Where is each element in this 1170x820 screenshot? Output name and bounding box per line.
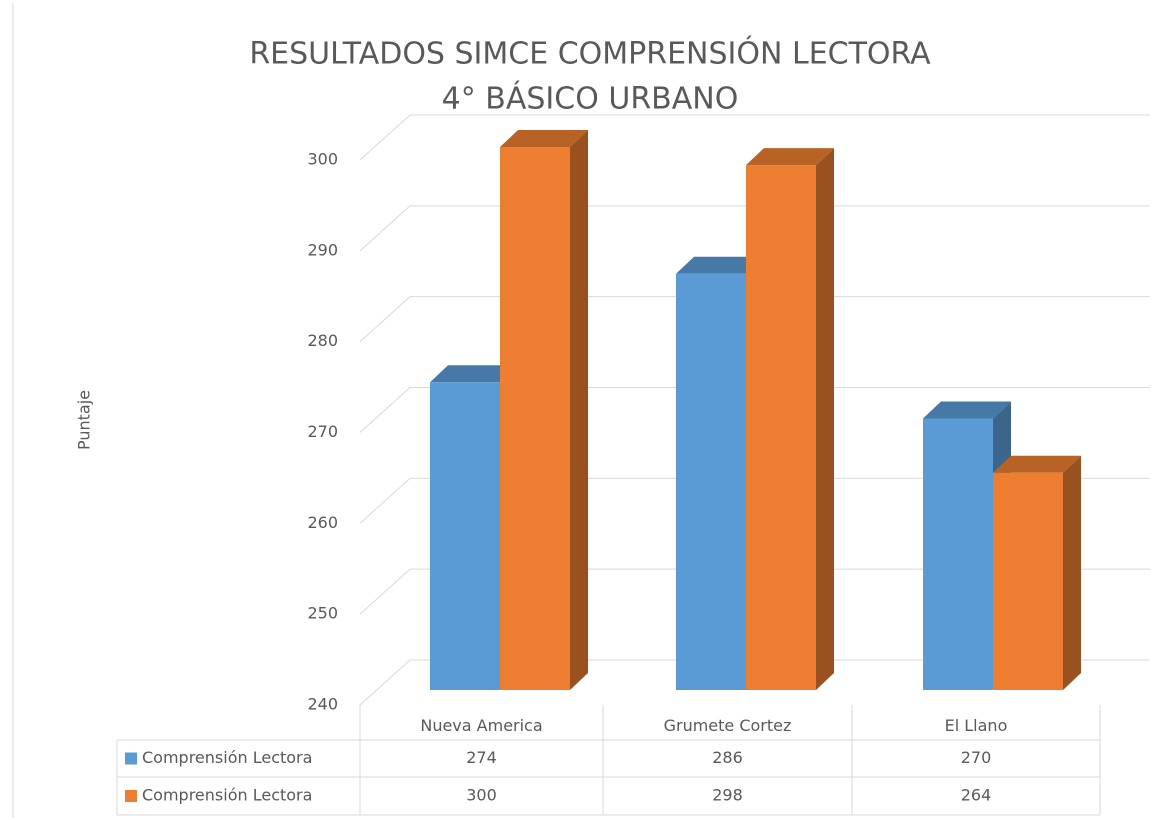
bar-face bbox=[570, 130, 588, 690]
chart-title: RESULTADOS SIMCE COMPRENSIÓN LECTORA bbox=[249, 35, 931, 72]
bar-face bbox=[746, 165, 816, 691]
bar bbox=[746, 148, 834, 691]
table-value: 298 bbox=[712, 786, 743, 805]
bar bbox=[500, 130, 588, 690]
grid-line bbox=[359, 296, 411, 343]
bar-face bbox=[816, 148, 834, 691]
table-value: 300 bbox=[466, 786, 497, 805]
legend-label: Comprensión Lectora bbox=[142, 786, 312, 805]
bar bbox=[993, 455, 1081, 690]
grid-line bbox=[359, 205, 411, 252]
grid-line bbox=[359, 568, 411, 615]
bar-face bbox=[500, 147, 570, 690]
chart-title: 4° BÁSICO URBANO bbox=[442, 81, 739, 117]
bar-face bbox=[430, 365, 518, 383]
bar-face bbox=[676, 256, 764, 274]
bar-face bbox=[993, 455, 1081, 473]
y-tick-label: 280 bbox=[307, 331, 338, 350]
bar-face bbox=[430, 382, 500, 690]
legend-label: Comprensión Lectora bbox=[142, 748, 312, 767]
y-tick-label: 260 bbox=[307, 513, 338, 532]
x-tick-label: Nueva America bbox=[420, 716, 542, 735]
bar-face bbox=[1063, 455, 1081, 690]
grid-line bbox=[359, 477, 411, 524]
bar-face bbox=[923, 418, 993, 690]
x-tick-label: Grumete Cortez bbox=[664, 716, 792, 735]
bar-face bbox=[676, 273, 746, 690]
table-value: 270 bbox=[961, 748, 992, 767]
legend-key bbox=[125, 790, 137, 802]
grid-line bbox=[359, 659, 411, 706]
grid-line bbox=[359, 387, 411, 433]
y-tick-label: 300 bbox=[307, 150, 338, 169]
legend-key bbox=[125, 752, 137, 765]
bar-face bbox=[500, 130, 588, 147]
y-tick-label: 240 bbox=[307, 695, 338, 714]
y-tick-label: 290 bbox=[307, 240, 338, 259]
y-tick-label: 270 bbox=[307, 422, 338, 441]
bar-face bbox=[746, 148, 834, 166]
table-value: 286 bbox=[712, 748, 743, 767]
y-tick-label: 250 bbox=[307, 604, 338, 623]
x-tick-label: El Llano bbox=[945, 716, 1008, 735]
table-value: 264 bbox=[961, 786, 992, 805]
bar-face bbox=[993, 472, 1063, 690]
bar-face bbox=[923, 401, 1011, 419]
y-axis-label: Puntaje bbox=[75, 390, 94, 450]
grid-line bbox=[359, 114, 411, 161]
table-value: 274 bbox=[466, 748, 497, 767]
